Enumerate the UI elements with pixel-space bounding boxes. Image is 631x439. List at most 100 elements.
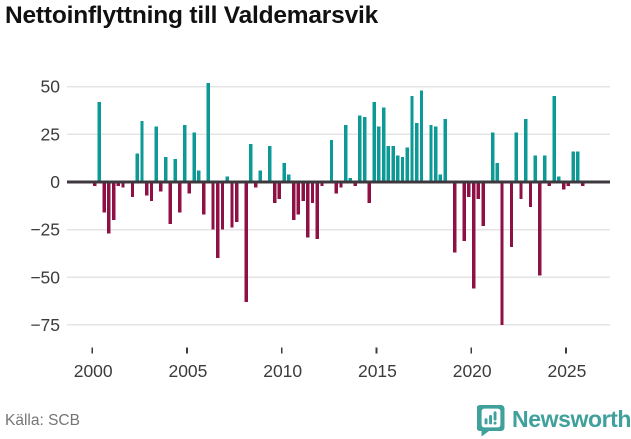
bar-2022Q3 <box>519 182 523 200</box>
chart-title: Nettoinflyttning till Valdemarsvik <box>5 2 379 29</box>
bar-2019Q1 <box>452 182 457 253</box>
bar-2024Q1 <box>547 182 552 186</box>
bar-2002Q3 <box>140 121 144 182</box>
bar-2004Q3 <box>178 182 182 213</box>
bar-2020Q3 <box>481 182 485 226</box>
bar-2023Q4 <box>542 155 547 182</box>
bar-2014Q3 <box>367 182 372 203</box>
bar-2010Q2 <box>287 174 291 182</box>
bar-2003Q1 <box>149 182 154 202</box>
bar-2013Q3 <box>348 178 353 182</box>
bar-2018Q1 <box>434 126 438 182</box>
newsworthy-badge-icon <box>477 404 505 436</box>
y-tick-label-0: 0 <box>50 172 60 192</box>
bar-2006Q4 <box>220 182 225 230</box>
bar-2000Q4 <box>107 182 111 234</box>
bar-2018Q2 <box>438 174 443 182</box>
bar-2005Q4 <box>201 182 206 215</box>
bar-2014Q4 <box>372 101 376 182</box>
bar-2009Q3 <box>272 182 277 203</box>
bar-2025Q2 <box>571 151 575 182</box>
bar-2002Q2 <box>135 153 139 182</box>
bar-2003Q3 <box>159 182 163 192</box>
bar-2005Q3 <box>197 170 201 182</box>
bar-2004Q1 <box>168 182 173 224</box>
bar-2006Q3 <box>216 182 220 259</box>
bar-2009Q2 <box>268 145 272 182</box>
bar-2005Q1 <box>187 182 192 194</box>
bar-2007Q2 <box>230 182 234 228</box>
x-tick-label-2020: 2020 <box>453 361 492 381</box>
newsworthy-wordmark: Newsworthy <box>512 405 631 432</box>
bar-2018Q3 <box>443 119 447 182</box>
bar-2001Q1 <box>111 182 116 221</box>
bar-2009Q4 <box>277 182 282 200</box>
y-tick-label--75: −75 <box>30 315 60 335</box>
bar-2023Q3 <box>538 182 542 276</box>
newsworthy-logo[interactable]: Newsworthy <box>477 403 631 437</box>
bar-2015Q1 <box>377 126 381 182</box>
bar-2010Q4 <box>296 182 301 215</box>
x-tick-label-2025: 2025 <box>547 361 586 381</box>
bar-2011Q3 <box>310 182 315 203</box>
bar-2000Q3 <box>102 182 106 213</box>
bar-2004Q2 <box>173 159 177 182</box>
bar-2010Q3 <box>291 182 296 221</box>
bar-2024Q4 <box>561 182 566 190</box>
bar-2017Q2 <box>419 90 424 182</box>
bar-2011Q1 <box>301 182 305 202</box>
x-tick-label-2000: 2000 <box>74 361 113 381</box>
y-tick-label--25: −25 <box>30 220 60 240</box>
bar-2025Q1 <box>566 182 571 186</box>
bar-2019Q4 <box>467 182 471 198</box>
x-tick-label-2005: 2005 <box>168 361 207 381</box>
bar-2012Q3 <box>329 140 334 182</box>
bar-2011Q2 <box>306 182 310 238</box>
bar-2014Q2 <box>362 117 367 182</box>
bar-2006Q2 <box>211 182 215 230</box>
bar-2019Q3 <box>462 182 466 242</box>
bar-2025Q3 <box>576 151 580 182</box>
bar-2008Q4 <box>258 170 263 182</box>
bar-2022Q1 <box>509 182 514 247</box>
bar-2015Q4 <box>391 145 395 182</box>
bar-2007Q1 <box>225 176 229 182</box>
bar-2003Q4 <box>163 157 168 182</box>
bar-2021Q2 <box>495 162 499 182</box>
bar-2016Q4 <box>410 96 414 182</box>
bar-2003Q2 <box>154 126 158 182</box>
bar-2020Q1 <box>471 182 476 289</box>
bar-2002Q1 <box>130 182 135 198</box>
bar-2011Q4 <box>315 182 319 240</box>
bar-2017Q4 <box>429 124 433 182</box>
y-tick-label-25: 25 <box>41 124 60 144</box>
bar-2020Q2 <box>476 182 481 200</box>
bar-2007Q3 <box>235 182 239 223</box>
bar-2015Q3 <box>386 145 391 182</box>
bar-2010Q1 <box>282 162 286 182</box>
bar-2006Q1 <box>206 82 210 182</box>
bar-2021Q3 <box>500 182 504 325</box>
bar-2021Q1 <box>490 132 495 182</box>
bar-2023Q2 <box>533 155 537 182</box>
bar-2005Q2 <box>192 132 196 182</box>
bar-2012Q1 <box>320 182 324 186</box>
bar-2002Q4 <box>145 182 149 196</box>
source-label: Källa: SCB <box>5 412 80 429</box>
bar-2008Q1 <box>244 182 248 303</box>
bar-2014Q1 <box>358 115 362 182</box>
bar-2015Q2 <box>381 107 386 182</box>
bar-2013Q2 <box>343 124 348 182</box>
y-tick-label--50: −50 <box>30 267 60 287</box>
bar-2008Q3 <box>253 182 258 188</box>
bar-2012Q4 <box>334 182 338 194</box>
x-tick-label-2010: 2010 <box>263 361 302 381</box>
y-tick-label-50: 50 <box>41 77 61 97</box>
bar-2023Q1 <box>528 182 533 207</box>
bar-2024Q3 <box>557 176 561 182</box>
bar-2008Q2 <box>249 143 253 182</box>
bar-2000Q1 <box>92 182 97 186</box>
bar-2001Q2 <box>116 182 120 186</box>
